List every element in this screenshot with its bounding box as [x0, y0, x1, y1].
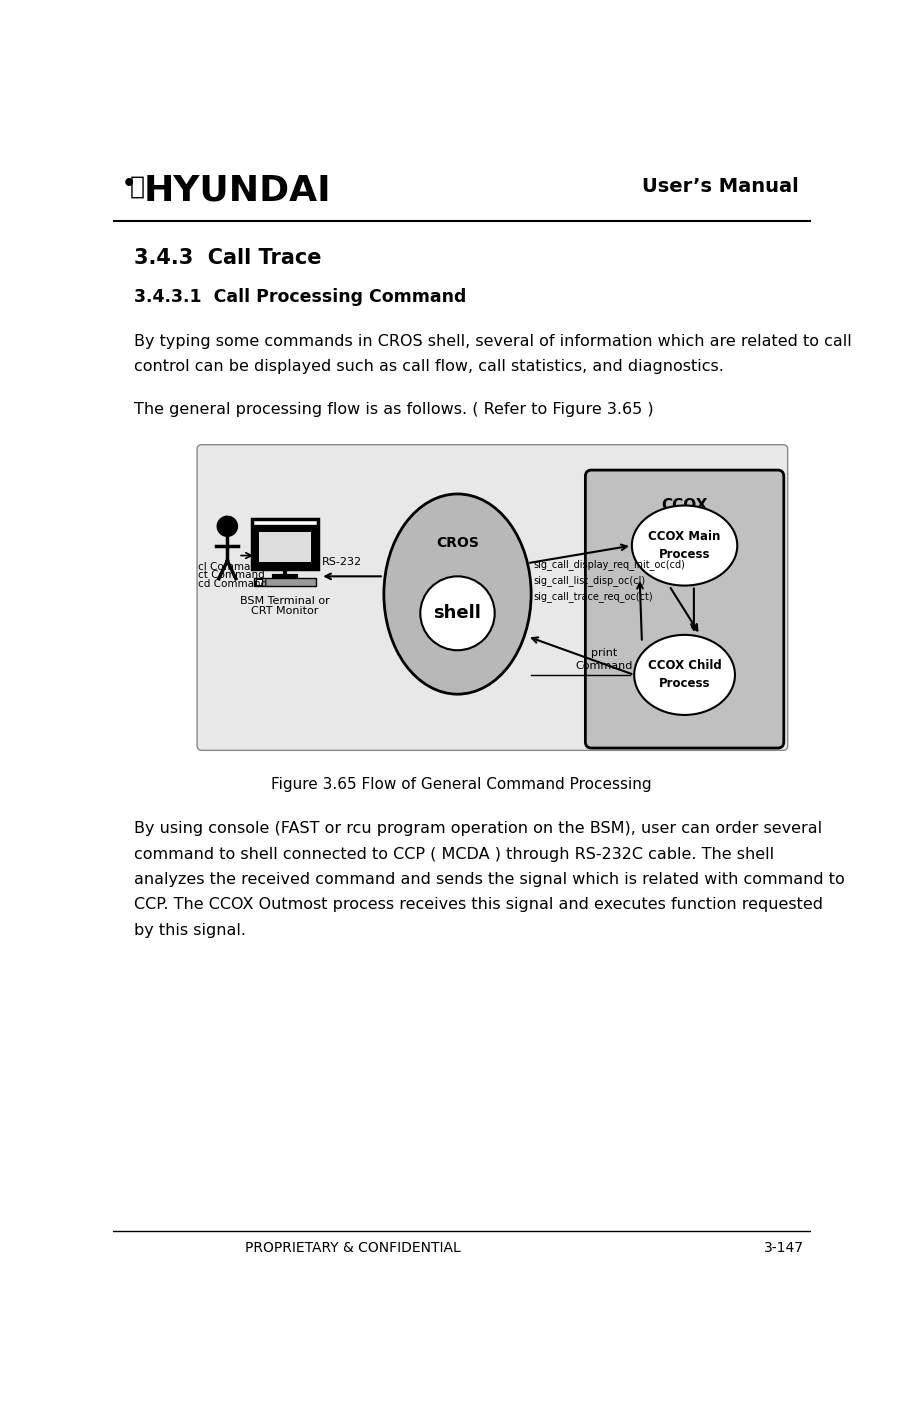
- Text: User’s Manual: User’s Manual: [642, 178, 798, 196]
- Text: CROS: CROS: [436, 537, 479, 551]
- Ellipse shape: [632, 506, 737, 586]
- Text: 3.4.3  Call Trace: 3.4.3 Call Trace: [134, 248, 322, 268]
- Text: CCOX Child
Process: CCOX Child Process: [648, 659, 722, 690]
- Text: By using console (FAST or rcu program operation on the BSM), user can order seve: By using console (FAST or rcu program op…: [134, 822, 823, 836]
- Text: The general processing flow is as follows. ( Refer to Figure 3.65 ): The general processing flow is as follow…: [134, 401, 654, 416]
- Text: ct Command: ct Command: [198, 571, 265, 580]
- Text: by this signal.: by this signal.: [134, 923, 246, 938]
- Text: cl Command: cl Command: [198, 562, 263, 572]
- FancyBboxPatch shape: [197, 444, 787, 750]
- Text: cd Command: cd Command: [198, 579, 267, 589]
- FancyBboxPatch shape: [254, 578, 316, 586]
- Text: BSM Terminal or: BSM Terminal or: [240, 596, 330, 606]
- Text: By typing some commands in CROS shell, several of information which are related : By typing some commands in CROS shell, s…: [134, 334, 852, 349]
- FancyBboxPatch shape: [259, 531, 311, 562]
- Text: print
Command: print Command: [575, 648, 633, 672]
- Text: analyzes the received command and sends the signal which is related with command: analyzes the received command and sends …: [134, 872, 845, 887]
- FancyBboxPatch shape: [256, 529, 314, 565]
- Text: HYUNDAI: HYUNDAI: [143, 174, 332, 207]
- Ellipse shape: [384, 494, 531, 694]
- Text: CRT Monitor: CRT Monitor: [251, 606, 318, 615]
- Text: command to shell connected to CCP ( MCDA ) through RS-232C cable. The shell: command to shell connected to CCP ( MCDA…: [134, 847, 775, 862]
- FancyBboxPatch shape: [586, 470, 784, 749]
- Text: RS-232: RS-232: [322, 557, 362, 566]
- Text: Figure 3.65 Flow of General Command Processing: Figure 3.65 Flow of General Command Proc…: [271, 777, 651, 792]
- FancyBboxPatch shape: [252, 519, 318, 569]
- Text: shell: shell: [433, 604, 481, 622]
- Text: ⦿: ⦿: [130, 174, 145, 199]
- Circle shape: [217, 516, 237, 537]
- FancyBboxPatch shape: [256, 579, 262, 585]
- Text: 3-147: 3-147: [764, 1241, 804, 1255]
- Text: 3.4.3.1  Call Processing Command: 3.4.3.1 Call Processing Command: [134, 287, 467, 306]
- Circle shape: [420, 576, 495, 651]
- Ellipse shape: [634, 635, 735, 715]
- Text: CCOX: CCOX: [661, 498, 708, 513]
- Text: •: •: [122, 174, 136, 195]
- Text: CCOX Main
Process: CCOX Main Process: [649, 530, 721, 561]
- Text: sig_call_display_req_init_oc(cd)
sig_call_list_disp_oc(cl)
sig_call_trace_req_oc: sig_call_display_req_init_oc(cd) sig_cal…: [533, 559, 686, 601]
- Text: PROPRIETARY & CONFIDENTIAL: PROPRIETARY & CONFIDENTIAL: [245, 1241, 460, 1255]
- Text: CCP. The CCOX Outmost process receives this signal and executes function request: CCP. The CCOX Outmost process receives t…: [134, 897, 824, 913]
- Text: control can be displayed such as call flow, call statistics, and diagnostics.: control can be displayed such as call fl…: [134, 359, 724, 374]
